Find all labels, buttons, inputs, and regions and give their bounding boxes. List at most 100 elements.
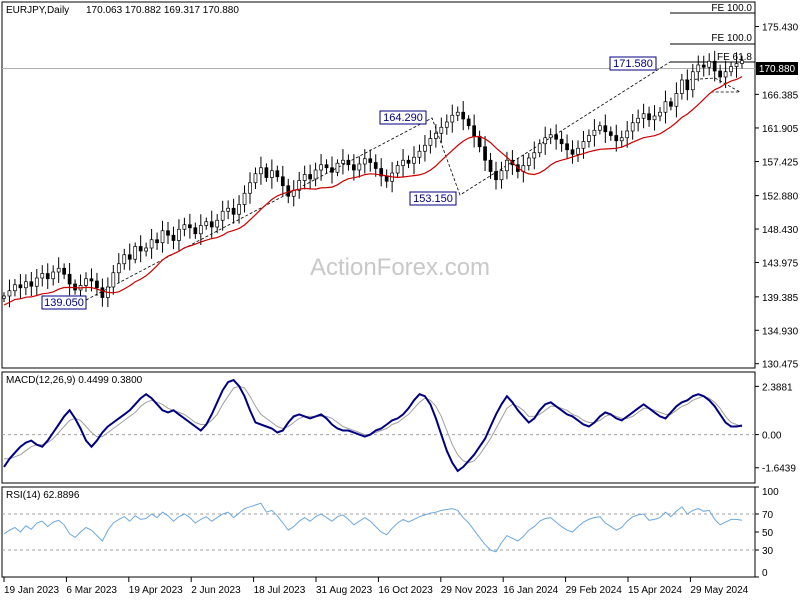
candle-body [494,171,498,181]
candle-body [395,165,400,174]
candle-body [619,137,624,142]
candle-body [669,101,673,107]
candle-body [412,156,416,164]
annotation-high-1-text: 164.290 [383,112,423,124]
candle-body [357,163,362,171]
time-tick-label: 6 Mar 2023 [66,585,117,596]
candle-body [625,130,630,139]
candle-body [647,113,651,121]
candle-body [401,159,405,166]
time-tick-label: 16 Oct 2023 [378,585,433,596]
candle-body [652,115,657,121]
candle-body [270,170,274,178]
candle-body [253,173,258,184]
candle-body [428,138,433,146]
candle-body [13,284,17,292]
macd-pane [1,371,756,484]
candle-body [182,224,187,230]
price-tick-label: 152.880 [762,192,799,203]
candle-body [701,64,706,68]
candle-body [581,141,586,149]
candle-body [166,230,170,236]
price-tick-label: 143.975 [762,258,799,269]
ohlc-label: 170.063 170.882 169.317 170.880 [86,5,239,16]
candle-body [133,246,138,260]
candle-body [690,71,695,91]
candle-body [324,164,329,169]
candle-body [45,273,50,280]
candle-body [116,263,121,274]
candle-body [302,174,307,181]
rsi-pane [1,486,756,578]
time-tick-label: 15 Apr 2024 [628,585,682,596]
candles [2,50,744,308]
candle-body [335,162,340,173]
candle-body [723,71,728,78]
candle-body [565,143,569,151]
macd-title: MACD(12,26,9) 0.4499 0.3800 [6,375,143,386]
candle-body [67,273,72,285]
candle-body [423,144,427,152]
candle-body [548,134,553,139]
candle-body [559,138,564,145]
candle-body [570,149,575,155]
candle-body [193,227,198,235]
candle-body [734,63,739,67]
annotation-high-1: 164.290 [379,110,427,125]
candle-body [171,234,176,241]
macd-tick-label: -1.6439 [762,464,796,475]
rsi-line [3,502,743,553]
candle-body [138,246,143,252]
candle-body [149,239,154,249]
candle-body [352,164,356,171]
candle-body [466,118,471,127]
rsi-tick-label: 100 [762,487,779,498]
annotation-low-2-text: 153.150 [413,193,453,205]
candle-body [56,267,61,273]
macd-main-line [3,378,743,473]
candle-body [100,287,105,298]
price-axis: 175.430 166.385 161.905 157.425 152.880 148.4… [755,23,799,371]
current-price-text: 170.880 [759,64,796,75]
candle-body [461,111,466,120]
candle-body [685,79,690,91]
candle-body [308,174,312,180]
candle-body [554,134,558,140]
fe-618-label: FE 61.8 [717,52,752,63]
macd-axis: 2.3881 0.00 -1.6439 [755,382,796,475]
candle-body [406,159,411,164]
candle-body [226,207,230,212]
candle-body [2,295,6,299]
candle-body [7,290,12,297]
price-tick-label: 175.430 [762,23,799,34]
price-tick-label: 130.475 [762,360,799,371]
candle-body [598,125,602,131]
candle-body [24,281,28,289]
candle-body [84,278,88,286]
candle-body [488,159,493,172]
candle-body [450,114,455,123]
candle-body [630,122,635,132]
candle-body [729,66,733,73]
time-tick-label: 29 May 2024 [690,585,748,596]
candle-body [62,267,66,275]
candle-body [368,158,373,163]
time-tick-label: 31 Aug 2023 [316,585,373,596]
annotation-low-2: 153.150 [409,191,457,206]
time-axis: 19 Jan 2023 6 Mar 2023 19 Apr 2023 2 Jun 20… [3,577,749,596]
macd-tick-label: 2.3881 [762,382,793,393]
symbol-label: EURJPY,Daily [6,5,69,16]
annotation-high-2: 171.580 [609,56,657,71]
candle-body [319,164,323,171]
candle-body [73,283,77,291]
time-tick-label: 29 Feb 2024 [566,585,623,596]
candle-body [51,271,56,280]
current-price-tag: 170.880 [756,62,798,75]
candle-body [455,111,460,116]
candle-body [373,162,378,169]
price-tick-label: 161.905 [762,124,799,135]
watermark: ActionForex.com [310,254,490,281]
candle-body [237,204,241,215]
candle-body [576,147,580,155]
